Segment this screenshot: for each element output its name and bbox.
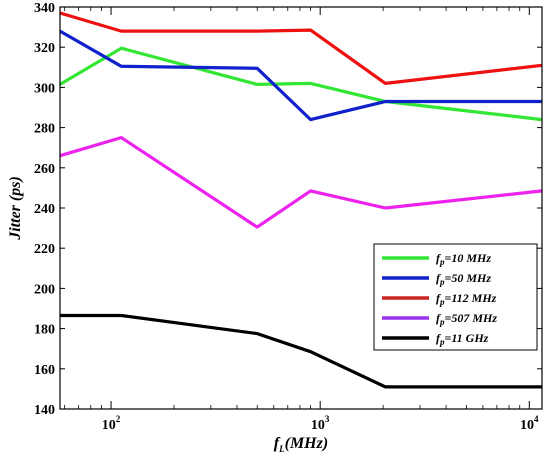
y-tick-label: 160 [34,363,55,378]
legend: fp=10 MHz fp=50 MHz fp=112 MHz fp=507 MHz fp… [373,243,538,351]
legend-label-2: fp=112 MHz [436,291,497,307]
y-tick-label: 200 [34,282,55,297]
series-line-4 [60,313,542,389]
legend-label-0: fp=10 MHz [436,251,491,267]
x-axis-label: fL(MHz) [274,435,328,454]
x-tick-label: 103 [311,414,330,433]
y-tick-label: 180 [34,323,55,338]
y-tick-label: 280 [34,122,55,137]
y-tick-label: 140 [34,403,55,418]
axis-ticks: 140 160 180 200 220 240 260 280 300 320 340 102 103 1… [34,1,542,433]
series-line-1 [59,29,542,122]
y-tick-label: 220 [34,242,55,257]
series-line-0 [59,46,543,122]
legend-label-3: fp=507 MHz [436,311,497,327]
legend-label-4: fp=11 GHz [436,331,489,347]
y-axis-label: Jitter (ps) [7,176,24,241]
series-line-3 [59,136,543,229]
y-tick-label: 260 [34,162,55,177]
y-tick-label: 300 [34,81,55,96]
x-tick-label: 104 [520,414,539,433]
plot-series [59,11,543,389]
series-line-2 [59,11,543,86]
y-tick-label: 320 [34,41,55,56]
legend-label-1: fp=50 MHz [436,271,491,287]
x-tick-label: 102 [102,414,121,433]
y-tick-label: 340 [34,1,55,16]
y-tick-label: 240 [34,202,55,217]
